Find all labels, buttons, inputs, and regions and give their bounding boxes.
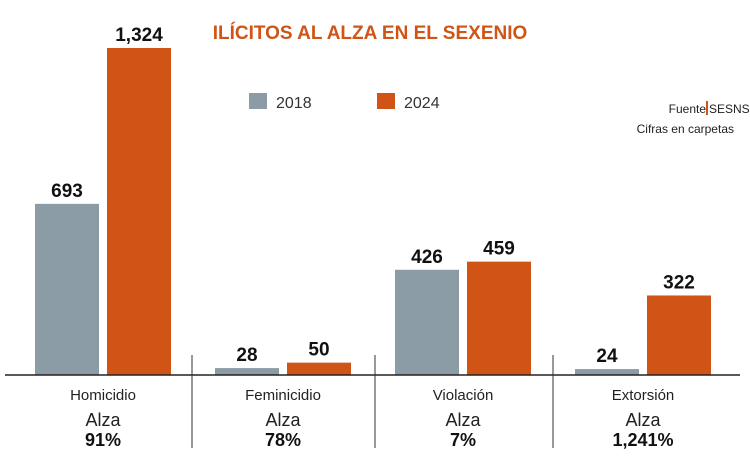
increase-label: Alza — [85, 410, 121, 430]
data-label: 28 — [236, 345, 257, 366]
category-label: Homicidio — [70, 387, 136, 404]
increase-value: 78% — [265, 430, 301, 450]
chart-title: ILÍCITOS AL ALZA EN EL SEXENIO — [213, 22, 528, 44]
category-label: Feminicidio — [245, 387, 321, 404]
source-name: SESNSP — [709, 102, 750, 116]
legend-swatch-2018 — [249, 93, 267, 109]
data-label: 50 — [308, 340, 329, 361]
bar-2024-homicidio — [107, 48, 171, 375]
bar-2018-extorsión — [575, 369, 639, 375]
source-note: Cifras en carpetas — [637, 122, 734, 136]
data-label: 322 — [663, 272, 695, 293]
legend-label-2024: 2024 — [404, 95, 440, 112]
category-label: Extorsión — [612, 387, 675, 404]
data-label: 426 — [411, 247, 443, 268]
source-separator — [706, 101, 708, 115]
bar-2018-homicidio — [35, 203, 99, 375]
data-label: 1,324 — [115, 25, 163, 46]
data-label: 24 — [596, 346, 618, 367]
increase-value: 7% — [450, 430, 476, 450]
legend-label-2018: 2018 — [276, 95, 312, 112]
increase-value: 1,241% — [612, 430, 673, 450]
bar-2024-violación — [467, 261, 531, 375]
bar-2018-feminicidio — [215, 368, 279, 375]
source-label: Fuente — [669, 102, 707, 116]
increase-label: Alza — [265, 410, 301, 430]
bar-2018-violación — [395, 269, 459, 375]
data-label: 693 — [51, 181, 83, 202]
increase-label: Alza — [445, 410, 481, 430]
category-label: Violación — [433, 387, 494, 404]
legend-swatch-2024 — [377, 93, 395, 109]
bar-2024-feminicidio — [287, 362, 351, 375]
data-label: 459 — [483, 239, 515, 260]
increase-value: 91% — [85, 430, 121, 450]
increase-label: Alza — [625, 410, 661, 430]
bar-2024-extorsión — [647, 295, 711, 375]
